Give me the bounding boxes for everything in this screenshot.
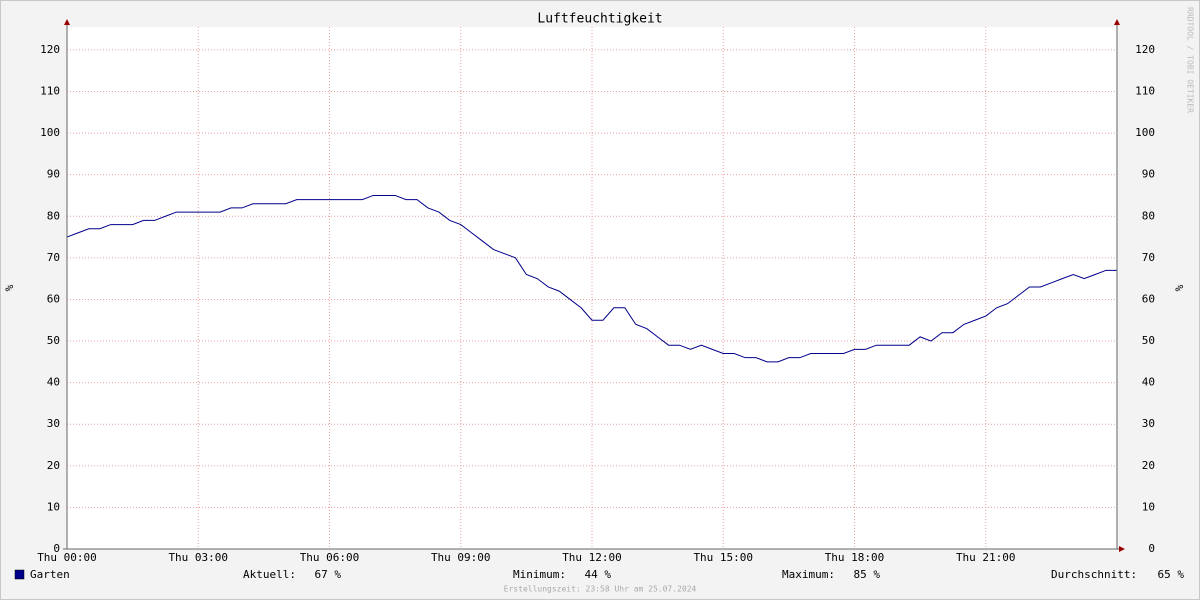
chart-title: Luftfeuchtigkeit <box>537 12 662 27</box>
watermark: RRDTOOL / TOBI OETIKER <box>1186 7 1195 113</box>
y-tick-label: 100 <box>40 126 60 139</box>
arrow <box>1114 19 1120 25</box>
stat-value: 67 % <box>315 568 342 581</box>
stat-value: 85 % <box>854 568 881 581</box>
y-tick-label-right: 30 <box>1142 417 1155 430</box>
y-tick-label-right: 60 <box>1142 292 1155 305</box>
stat-name: Maximum: <box>782 568 835 581</box>
line <box>66 194 1117 363</box>
x-tick-label: Thu 00:00 <box>37 551 97 564</box>
stat-name: Durchschnitt: <box>1051 568 1137 581</box>
y-tick-label-right: 80 <box>1142 209 1155 222</box>
legend-label: Garten <box>30 568 70 581</box>
footer: Erstellungszeit: 23:58 Uhr am 25.07.2024 <box>504 585 697 594</box>
x-tick-label: Thu 06:00 <box>300 551 360 564</box>
y-tick-label: 10 <box>47 500 60 513</box>
y-tick-label-right: 110 <box>1135 84 1155 97</box>
y-axis-label: % <box>3 284 16 291</box>
stat-value: 44 % <box>585 568 612 581</box>
x-tick-label: Thu 18:00 <box>825 551 885 564</box>
y-tick-label: 50 <box>47 334 60 347</box>
y-tick-label-right: 120 <box>1135 43 1155 56</box>
y-tick-label: 80 <box>47 209 60 222</box>
y-tick-label-right: 10 <box>1142 500 1155 513</box>
y-tick-label: 30 <box>47 417 60 430</box>
y-tick-label: 20 <box>47 459 60 472</box>
stat-name: Aktuell: <box>243 568 296 581</box>
y-tick-label: 40 <box>47 376 60 389</box>
arrow <box>64 19 70 25</box>
y-tick-label-right: 70 <box>1142 251 1155 264</box>
y-tick-label-right: 90 <box>1142 168 1155 181</box>
y-tick-label-right: 20 <box>1142 459 1155 472</box>
y-tick-label-right: 0 <box>1148 542 1155 555</box>
x-tick-label: Thu 12:00 <box>562 551 622 564</box>
y-tick-label-right: 100 <box>1135 126 1155 139</box>
y-tick-label: 60 <box>47 292 60 305</box>
arrow <box>1119 546 1125 552</box>
marks <box>66 27 1117 550</box>
x-tick-label: Thu 15:00 <box>693 551 753 564</box>
legend-swatch <box>14 569 25 580</box>
y-tick-label: 70 <box>47 251 60 264</box>
y-tick-label: 110 <box>40 84 60 97</box>
y-tick-label-right: 50 <box>1142 334 1155 347</box>
stat-name: Minimum: <box>513 568 566 581</box>
y-tick-label: 90 <box>47 168 60 181</box>
y-tick-label: 120 <box>40 43 60 56</box>
x-tick-label: Thu 21:00 <box>956 551 1016 564</box>
x-tick-label: Thu 09:00 <box>431 551 491 564</box>
y-tick-label: 0 <box>53 542 60 555</box>
y-axis-label-right: % <box>1173 284 1186 291</box>
y-tick-label-right: 40 <box>1142 376 1155 389</box>
x-tick-label: Thu 03:00 <box>168 551 228 564</box>
stat-value: 65 % <box>1158 568 1185 581</box>
